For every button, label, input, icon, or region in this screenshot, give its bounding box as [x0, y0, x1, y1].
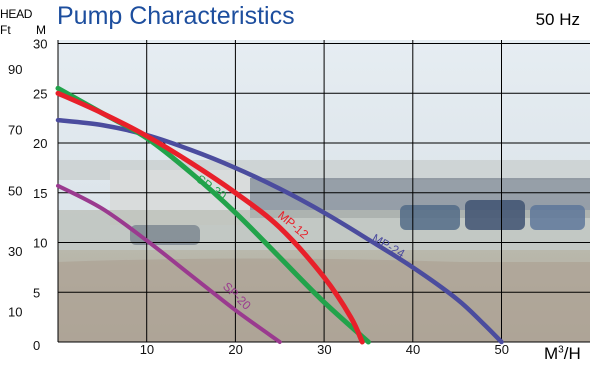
y-tick-m: 30	[33, 37, 47, 52]
curve-mp-12	[55, 90, 365, 345]
x-tick: 20	[228, 342, 242, 357]
x-tick: 40	[406, 342, 420, 357]
y-tick-ft: 70	[8, 123, 22, 138]
curve-sp-20	[56, 183, 282, 344]
x-tick: 10	[140, 342, 154, 357]
y-ticks-m: 0 5 10 15 20 25 30	[33, 37, 47, 354]
y-tick-ft: 50	[8, 183, 22, 198]
y-ticks-ft: 10 30 50 70 90	[8, 62, 22, 320]
y-tick-m: 0	[33, 338, 40, 353]
x-ticks: 10 20 30 40 50	[140, 342, 509, 357]
y-tick-ft: 90	[8, 62, 22, 77]
y-tick-m: 10	[33, 236, 47, 251]
x-axis-title: M3/H	[544, 344, 581, 363]
x-tick: 50	[495, 342, 509, 357]
y-tick-m: 25	[33, 86, 47, 101]
y-tick-m: 5	[33, 285, 40, 300]
y-tick-ft: 30	[8, 244, 22, 259]
x-tick: 30	[317, 342, 331, 357]
chart-title: Pump Characteristics	[57, 2, 295, 30]
y-tick-ft: 10	[8, 305, 22, 320]
y-axis-title: HEAD	[0, 7, 33, 21]
y-tick-m: 20	[33, 136, 47, 151]
y-axis-unit-m: M	[36, 23, 46, 37]
curves	[55, 85, 504, 345]
y-axis-unit-ft: Ft	[0, 23, 11, 37]
y-tick-m: 15	[33, 186, 47, 201]
frequency-label: 50 Hz	[535, 10, 580, 29]
